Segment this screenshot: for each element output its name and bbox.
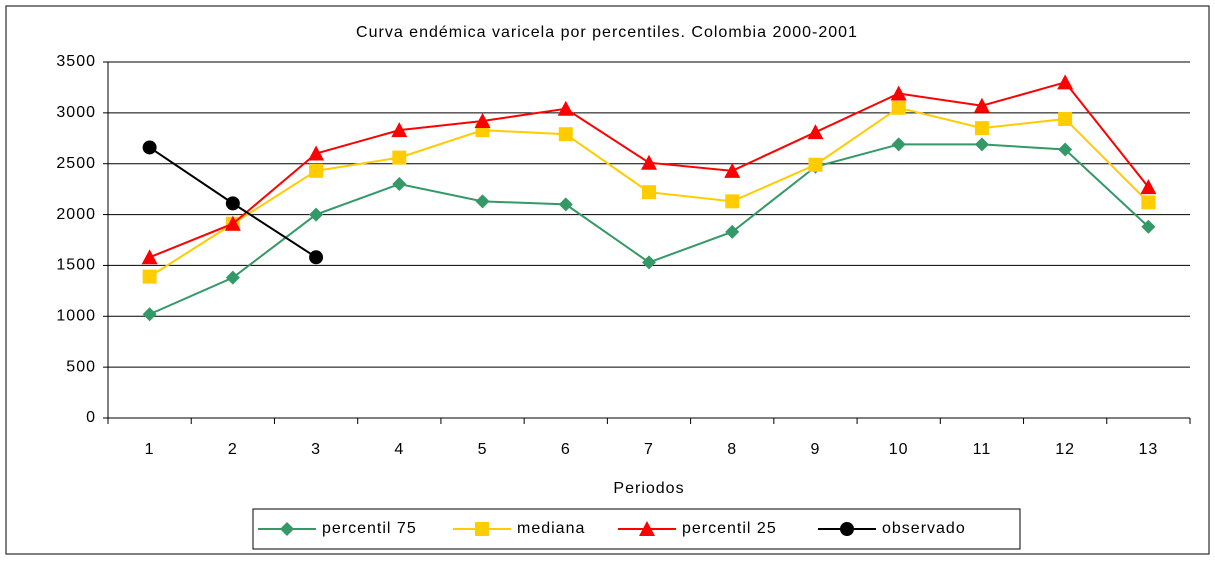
marker: [391, 122, 408, 138]
marker: [309, 250, 324, 265]
chart-title: Curva endémica varicela por percentiles.…: [356, 24, 858, 41]
marker: [1057, 74, 1074, 90]
marker: [1141, 195, 1156, 210]
x-tick-label: 12: [1055, 441, 1075, 458]
marker: [309, 163, 324, 178]
marker: [840, 522, 854, 536]
y-tick-label: 0: [86, 409, 96, 426]
marker: [558, 197, 573, 212]
chart-border: [5, 5, 1210, 555]
x-tick-label: 11: [973, 441, 992, 458]
y-tick-label: 3000: [56, 104, 96, 121]
marker: [724, 162, 741, 178]
marker: [557, 100, 574, 116]
marker: [725, 194, 740, 209]
marker: [225, 196, 240, 211]
x-tick-label: 10: [889, 441, 909, 458]
x-tick-label: 6: [561, 441, 571, 458]
y-tick-label: 500: [66, 358, 96, 375]
marker: [891, 137, 906, 152]
marker: [224, 215, 241, 231]
marker: [807, 124, 824, 140]
marker: [142, 140, 157, 155]
marker: [1058, 111, 1073, 126]
x-tick-label: 4: [394, 441, 404, 458]
legend-label: observado: [882, 520, 966, 537]
marker: [141, 249, 158, 265]
marker: [808, 157, 823, 172]
marker: [725, 224, 740, 239]
x-tick-label: 1: [145, 441, 155, 458]
marker: [641, 154, 657, 170]
x-tick-label: 7: [644, 441, 654, 458]
x-axis-label: Periodos: [613, 480, 684, 497]
y-tick-label: 3500: [56, 53, 96, 70]
marker: [642, 255, 656, 270]
marker: [142, 307, 157, 322]
marker: [890, 85, 907, 101]
y-tick-label: 2000: [56, 206, 96, 223]
marker: [974, 121, 989, 136]
x-tick-label: 13: [1138, 441, 1158, 458]
y-tick-label: 1000: [56, 308, 96, 325]
marker: [1141, 219, 1156, 234]
x-tick-label: 3: [311, 441, 321, 458]
y-tick-label: 2500: [56, 155, 96, 172]
y-tick-label: 1500: [56, 257, 96, 274]
marker: [891, 100, 906, 115]
legend-label: percentil 75: [322, 520, 417, 537]
legend-label: percentil 25: [682, 520, 777, 537]
marker: [974, 137, 989, 152]
legend-label: mediana: [517, 520, 585, 537]
marker: [475, 194, 490, 209]
marker: [392, 150, 407, 165]
marker: [308, 145, 325, 161]
marker: [309, 207, 324, 222]
marker: [639, 521, 655, 536]
marker: [142, 269, 157, 284]
x-tick-label: 2: [228, 441, 238, 458]
marker: [558, 127, 573, 142]
marker: [392, 177, 407, 192]
marker: [225, 270, 240, 285]
marker: [474, 112, 491, 128]
marker: [1058, 142, 1073, 157]
x-tick-label: 9: [811, 441, 821, 458]
marker: [280, 522, 294, 536]
marker: [475, 522, 489, 536]
x-tick-label: 8: [727, 441, 737, 458]
marker: [973, 97, 990, 113]
marker: [642, 185, 656, 200]
marker: [1140, 179, 1157, 195]
x-tick-label: 5: [478, 441, 488, 458]
